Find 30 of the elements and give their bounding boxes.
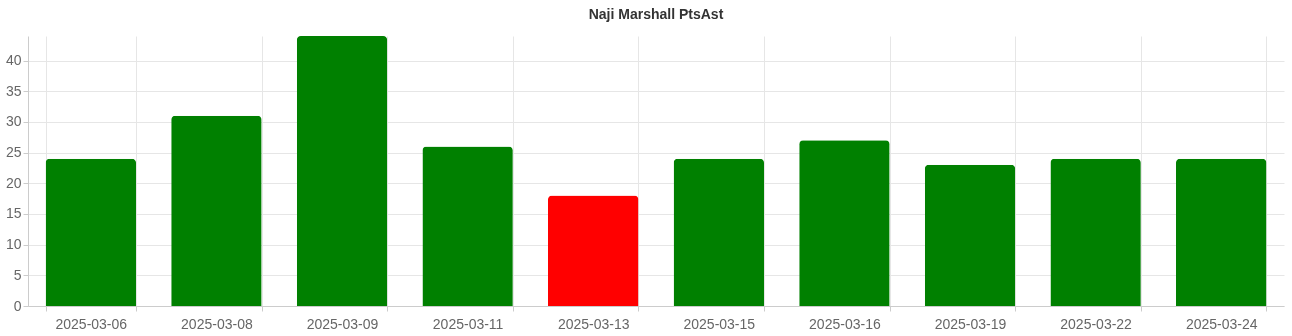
y-tick-label: 5 [13,266,22,283]
y-tick-label: 20 [5,174,22,191]
bar [924,164,1016,306]
y-tick-label: 40 [5,52,22,69]
x-tick-label: 2025-03-08 [181,315,253,332]
x-tick-label: 2025-03-06 [55,315,128,332]
chart-title: Naji Marshall PtsAst [588,6,724,22]
y-tick-label: 15 [5,205,22,222]
y-tick-label: 10 [5,236,22,253]
bar [422,146,513,306]
y-tick-label: 0 [13,297,22,314]
x-tick-label: 2025-03-19 [934,315,1007,332]
bar [171,115,262,306]
x-tick-label: 2025-03-13 [557,315,630,332]
bar [799,140,890,306]
bar [1175,158,1267,306]
x-tick-label: 2025-03-15 [683,315,756,332]
x-tick-label: 2025-03-16 [809,315,881,332]
bar [1050,158,1141,306]
x-tick-label: 2025-03-11 [432,315,504,332]
x-tick-label: 2025-03-24 [1185,315,1258,332]
bar [296,36,388,306]
y-tick-label: 25 [5,144,22,161]
y-tick-label: 35 [5,82,22,99]
bar [45,158,137,306]
y-tick-label: 30 [5,113,22,130]
x-tick-label: 2025-03-09 [306,315,379,332]
x-tick-label: 2025-03-22 [1060,315,1133,332]
bar [673,158,765,306]
bar [547,195,639,306]
